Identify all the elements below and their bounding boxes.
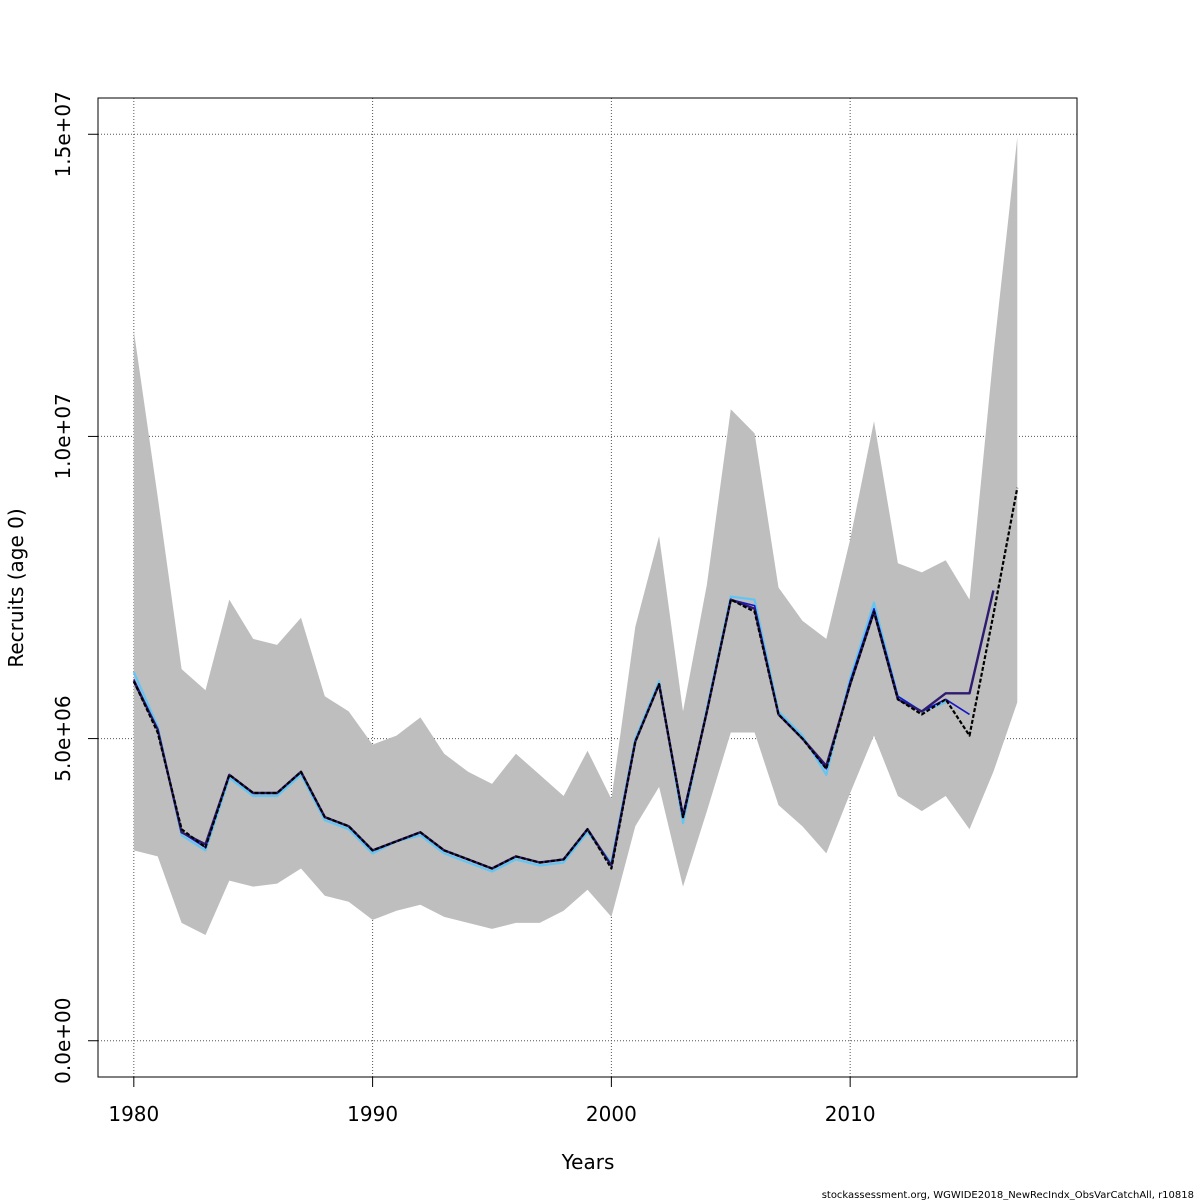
y-tick-label-3: 1.5e+07 bbox=[51, 91, 75, 177]
x-tick-label-1980: 1980 bbox=[108, 1102, 159, 1126]
footer-credit: stockassessment.org, WGWIDE2018_NewRecIn… bbox=[822, 1190, 1194, 1200]
x-tick-label-1990: 1990 bbox=[347, 1102, 398, 1126]
x-axis: 1980 1990 2000 2010 bbox=[108, 1077, 876, 1126]
y-tick-label-2: 1.0e+07 bbox=[51, 393, 75, 479]
y-axis-title: Recruits (age 0) bbox=[4, 508, 28, 667]
y-tick-label-0: 0.0e+00 bbox=[51, 998, 75, 1084]
confidence-band-layer bbox=[133, 137, 1018, 936]
confidence-band bbox=[133, 137, 1018, 936]
x-tick-label-2000: 2000 bbox=[586, 1102, 637, 1126]
series-line-base bbox=[132, 487, 1019, 870]
y-axis: 0.0e+00 5.0e+06 1.0e+07 1.5e+07 bbox=[51, 91, 98, 1084]
y-tick-label-1: 5.0e+06 bbox=[51, 695, 75, 781]
series-layer bbox=[132, 487, 1019, 873]
plot-frame bbox=[97, 97, 1078, 1078]
x-tick-label-2010: 2010 bbox=[825, 1102, 876, 1126]
x-axis-title: Years bbox=[561, 1150, 615, 1174]
